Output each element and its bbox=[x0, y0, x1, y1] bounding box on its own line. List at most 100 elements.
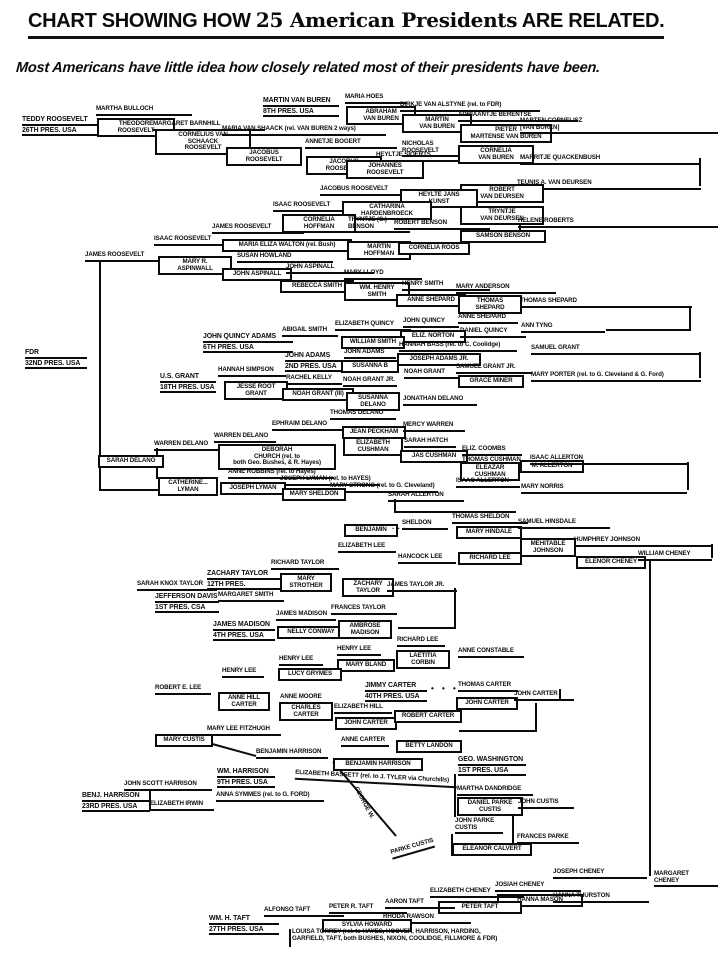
person-john-aspinall-2: JOHN ASPINALL bbox=[286, 263, 374, 274]
person-elizabeth-hill: ELIZABETH HILL bbox=[334, 703, 392, 714]
person-eliz-coombs: ELIZ. COOMBS bbox=[462, 445, 522, 456]
person-name-line: MARIA ELIZA WALTON (rel. Bush) bbox=[238, 241, 336, 248]
person-name-line: HENRY LEE bbox=[222, 667, 257, 674]
person-name-line: MARY STRONG (rel. to G. Cleveland) bbox=[330, 482, 435, 489]
person-anne-shepard-2: ANNE SHEPARD bbox=[458, 313, 518, 324]
person-john-adams-pres: JOHN ADAMS 2ND PRES. USA bbox=[285, 352, 349, 373]
person-noah-grant: NOAH GRANT bbox=[404, 368, 458, 379]
person-mary-strong: MARY STRONG (rel. to G. Cleveland) bbox=[330, 482, 438, 493]
person-name-line: SCHAACK bbox=[187, 137, 219, 145]
person-zachary-taylor-pres: ZACHARY TAYLOR 12TH PRES. bbox=[207, 570, 281, 591]
person-name-line: CORNELIA bbox=[480, 147, 512, 154]
person-name-line: JOSEPH CHENEY bbox=[553, 868, 605, 875]
person-ann-tyng: ANN TYNG bbox=[521, 322, 605, 333]
person-name-line: RICHARD TAYLOR bbox=[271, 559, 325, 566]
person-name-line: JOHN QUINCY ADAMS bbox=[203, 333, 293, 343]
person-name-line: HEYLTE JANS bbox=[418, 191, 460, 198]
person-name-line: ELIZ. COOMBS bbox=[462, 445, 506, 452]
person-name-line: ANNETJE BOGERT bbox=[305, 138, 361, 145]
person-name-line: JOHN CARTER bbox=[514, 690, 558, 697]
person-elizabeth-bassett: ELIZABETH BASSETT (rel. to J. TYLER via … bbox=[294, 769, 458, 788]
person-jacobus-roosevelt-3: JACOBUS ROOSEVELT bbox=[320, 185, 404, 196]
person-humphrey-johnson: HUMPHREY JOHNSON bbox=[574, 536, 712, 547]
person-martin-van-buren-pres: MARTIN VAN BUREN 8TH PRES. USA bbox=[263, 97, 339, 118]
person-name-line: SUSAN HOWLAND bbox=[237, 252, 292, 259]
person-marten-cornelisz-van-buren: MARTEN CORNELISZ [VAN BUREN] bbox=[520, 117, 718, 135]
person-john-aspinall-1: JOHN ASPINALL bbox=[222, 268, 292, 281]
person-name-line: MARTIN bbox=[367, 243, 391, 250]
person-susanna-b: SUSANNA B bbox=[341, 360, 399, 373]
person-name-line: GEORGE W. bbox=[352, 785, 376, 820]
person-name-line: MARY BLAND bbox=[345, 661, 387, 668]
person-sarah-allerton: SARAH ALLERTON bbox=[388, 491, 464, 502]
person-name-line: THOMAS CUSHMAN bbox=[462, 456, 521, 463]
person-name-line: WM. HENRY bbox=[359, 284, 395, 291]
person-james-taylor-jr: JAMES TAYLOR JR. bbox=[387, 581, 457, 592]
benjamin-sheldon-dots: ··· bbox=[392, 525, 409, 533]
person-richard-lee-1: RICHARD LEE bbox=[458, 552, 522, 565]
person-martha-dandridge: MARTHA DANDRIDGE bbox=[457, 785, 533, 796]
person-name-line: TEDDY ROOSEVELT bbox=[22, 116, 98, 126]
person-warren-delano-1: WARREN DELANO bbox=[214, 432, 276, 443]
person-name-line: JACOBUS ROOSEVELT bbox=[320, 185, 388, 192]
person-name-line: AARON TAFT bbox=[385, 898, 424, 905]
person-anne-robbins: ANNE ROBBINS (rel. to Hayes) bbox=[228, 468, 334, 479]
person-cornelia-van-buren: CORNELIA VAN BUREN bbox=[458, 145, 534, 165]
person-name-line: JOSEPH ADAMS JR. bbox=[409, 355, 469, 362]
person-name-line: BENJAMIN HARRISON bbox=[256, 748, 322, 755]
person-name-line: HANCOCK LEE bbox=[398, 553, 443, 560]
person-joseph-lyman-1: JOSEPH LYMAN bbox=[220, 482, 286, 495]
person-name-line: DEBORAH bbox=[261, 446, 293, 453]
person-name-line: JOSEPH LYMAN bbox=[229, 484, 277, 491]
person-parke-custis-rotated: PARKE CUSTIS bbox=[390, 837, 436, 860]
person-deborah-church: DEBORAH CHURCH (rel. to both Geo. Bushes, … bbox=[218, 444, 336, 470]
person-rhoda-rawson: RHODA RAWSON bbox=[383, 913, 471, 924]
person-tryntje-van-deursen: TRYNTJE VAN DEURSEN bbox=[460, 206, 544, 226]
person-name-line: MEHITABLE bbox=[530, 540, 566, 547]
person-thomas-delano: THOMAS DELANO bbox=[330, 409, 396, 420]
person-name-line: CARTER bbox=[293, 710, 319, 718]
person-benj-harrison-pres: BENJ. HARRISON 23RD PRES. USA bbox=[82, 792, 150, 813]
person-name-line: ANNE MOORE bbox=[280, 693, 322, 700]
person-name-line: CORNELIA ROOS bbox=[408, 244, 460, 251]
person-mary-porter: MARY PORTER (rel. to G. Cleveland & G. F… bbox=[531, 371, 701, 382]
person-name-line: CATHERINE... bbox=[168, 479, 208, 486]
person-daniel-parke-custis: DANIEL PARKE CUSTIS bbox=[457, 797, 523, 817]
person-name-line: NOAH GRANT (III) bbox=[292, 390, 344, 397]
person-name-line: 40TH PRES. USA bbox=[365, 693, 427, 703]
person-joseph-cheney: JOSEPH CHENEY bbox=[553, 868, 647, 879]
person-johannes-roosevelt: JOHANNES ROOSEVELT bbox=[346, 160, 424, 180]
person-name-line: WM. H. TAFT bbox=[209, 915, 279, 925]
person-maria-van-shaack: MARIA VAN SHAACK (rel. VAN BUREN 2 ways) bbox=[222, 125, 386, 136]
person-name-line: ZACHARY bbox=[353, 580, 383, 587]
person-john-parke-custis: JOHN PARKE CUSTIS bbox=[455, 817, 503, 835]
person-name-line: MARY CUSTIS bbox=[163, 736, 205, 743]
person-aaron-taft: AARON TAFT bbox=[385, 898, 455, 909]
person-henry-smith: HENRY SMITH bbox=[402, 280, 490, 291]
person-frances-parke: FRANCES PARKE bbox=[517, 833, 579, 844]
person-name-line: ROOSEVELT bbox=[117, 126, 155, 134]
person-robert-carter: ROBERT CARTER bbox=[394, 710, 462, 723]
title-emphasis: 25 American Presidents bbox=[255, 8, 518, 32]
person-anne-constable: ANNE CONSTABLE bbox=[458, 647, 524, 658]
person-name-line: ROOSEVELT bbox=[184, 144, 222, 152]
person-mary-r-aspinwall: MARY R. ASPINWALL bbox=[158, 256, 232, 276]
person-james-madison-2: JAMES MADISON bbox=[276, 610, 336, 621]
person-name-line: ADRIAANTJE BERENTSE bbox=[458, 111, 532, 118]
person-name-line: ANNA SYMMES (rel. to G. FORD) bbox=[216, 791, 310, 798]
person-name-line: ELIZABETH IRWIN bbox=[150, 800, 204, 807]
person-name-line: ROOSEVELT bbox=[325, 164, 363, 172]
person-name-line: THOMAS DELANO bbox=[330, 409, 384, 416]
person-name-line: ROOSEVELT bbox=[245, 155, 283, 163]
person-name-line: JOHNSON bbox=[533, 546, 563, 554]
person-name-line: ALFONSO TAFT bbox=[264, 906, 311, 913]
person-rachel-kelly: RACHEL KELLY bbox=[286, 374, 342, 385]
person-john-carter-2: JOHN CARTER bbox=[514, 690, 574, 701]
person-mary-lloyd: MARY LLOYD bbox=[344, 269, 422, 280]
person-name-line: CORNELIUS VAN bbox=[178, 131, 228, 138]
person-mary-sheldon: MARY SHELDON bbox=[282, 488, 346, 501]
person-name-line: [VAN BUREN] bbox=[520, 123, 560, 131]
connector-line-0 bbox=[99, 260, 158, 491]
person-warren-delano-2: WARREN DELANO bbox=[154, 440, 218, 451]
